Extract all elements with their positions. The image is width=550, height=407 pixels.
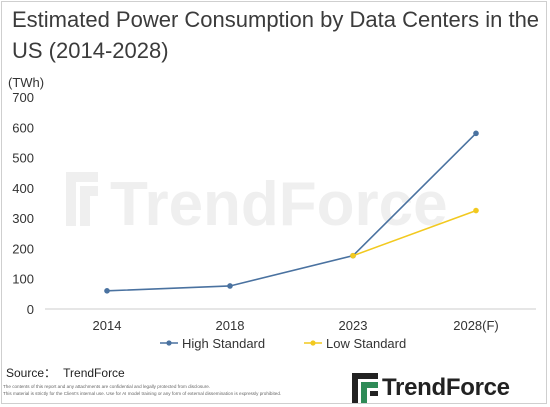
source-value: TrendForce [63,366,125,380]
y-tick-label: 300 [12,211,34,226]
watermark-text: TrendForce [110,170,448,239]
data-point [227,283,233,289]
y-tick-label: 600 [12,120,34,135]
disclaimer: The contents of this report and any atta… [3,383,343,397]
y-tick-label: 700 [12,90,34,105]
y-tick-label: 500 [12,151,34,166]
x-tick-label: 2023 [339,318,368,333]
disclaimer-line-1: The contents of this report and any atta… [3,384,211,389]
x-tick-label: 2014 [93,318,122,333]
watermark-mark-icon [66,172,98,226]
series-line-high-standard [106,132,477,292]
series-line-low-standard [352,209,477,257]
data-point [473,207,479,214]
data-point [350,252,356,259]
x-tick-label: 2018 [216,318,245,333]
disclaimer-line-2: This material is strictly for the Client… [3,391,282,396]
x-tick-label: 2028(F) [453,318,499,333]
trendforce-logo: TrendForce [352,373,510,403]
data-point [104,288,110,294]
logo-text: TrendForce [382,374,510,401]
y-tick-label: 200 [12,241,34,256]
y-tick-label: 100 [12,272,34,287]
legend-label: High Standard [182,336,265,351]
legend-swatch-point [310,340,316,346]
y-unit-label: (TWh) [8,75,45,90]
y-tick-label: 400 [12,181,34,196]
y-tick-label: 0 [27,302,34,317]
data-point [473,130,479,137]
chart-title: Estimated Power Consumption by Data Cent… [12,7,540,63]
legend-label: Low Standard [326,336,406,351]
logo-mark-icon [352,373,378,403]
source-line: Source： TrendForce [6,364,125,381]
source-label: Source： [6,366,57,380]
legend-swatch-point [166,340,172,346]
